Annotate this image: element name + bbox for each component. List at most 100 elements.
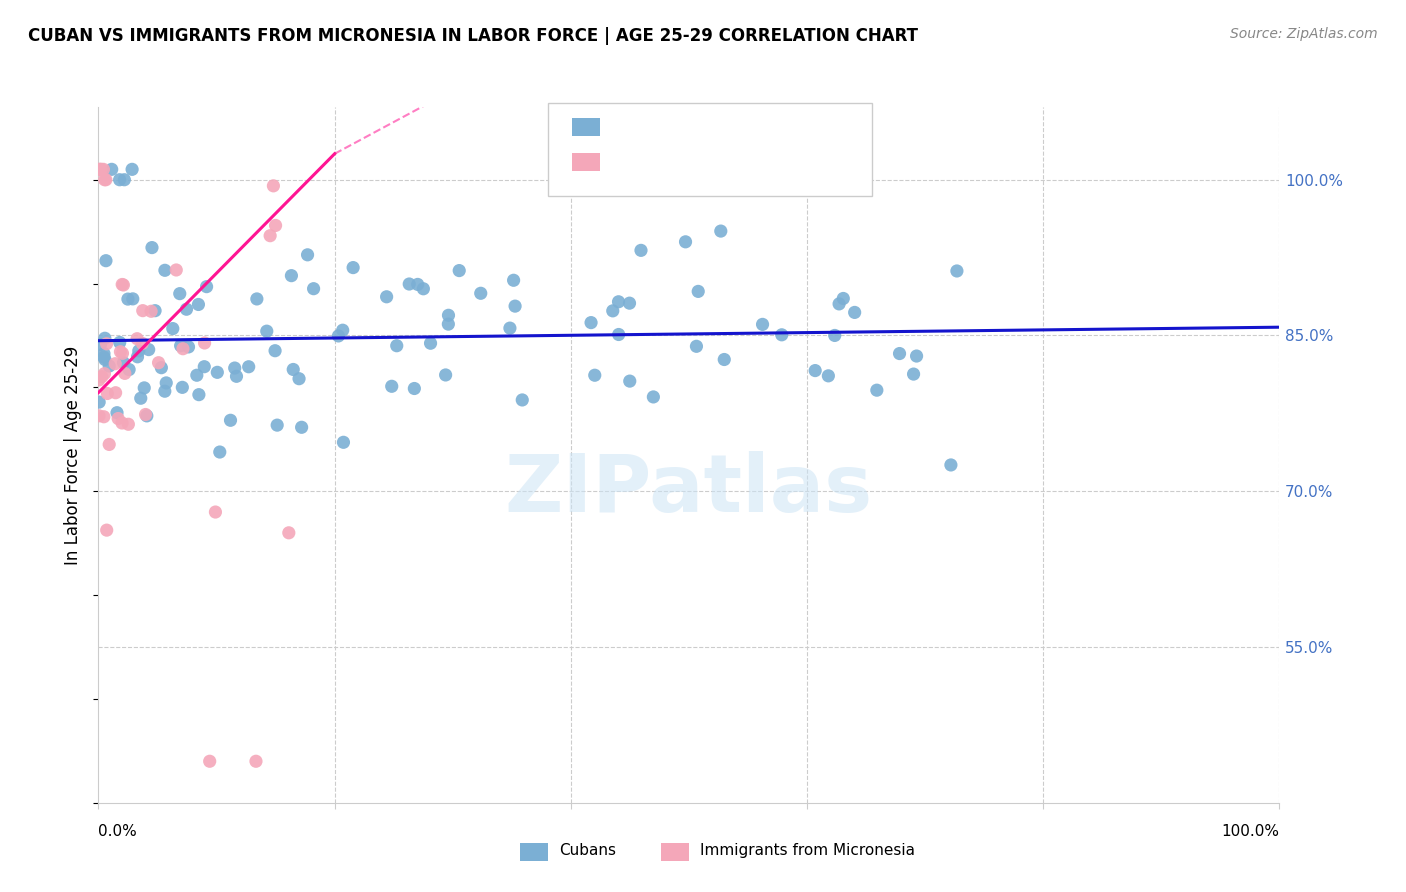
Point xyxy=(946,264,969,278)
Point xyxy=(207,365,229,379)
Point xyxy=(169,286,191,301)
Point xyxy=(381,379,404,393)
Point xyxy=(607,294,630,309)
Point xyxy=(141,241,163,255)
Point xyxy=(619,374,641,388)
Point xyxy=(111,277,134,292)
Point xyxy=(710,224,733,238)
Point xyxy=(127,332,149,346)
Text: Immigrants from Micronesia: Immigrants from Micronesia xyxy=(700,844,915,858)
Point xyxy=(419,336,441,351)
Point xyxy=(186,368,208,383)
Point xyxy=(110,344,132,359)
Point xyxy=(245,754,267,768)
Point xyxy=(112,277,135,292)
Point xyxy=(824,328,846,343)
Point xyxy=(187,387,209,401)
Point xyxy=(93,367,115,381)
Point xyxy=(939,458,962,472)
Point xyxy=(385,339,408,353)
Point xyxy=(153,384,176,399)
Point xyxy=(143,303,166,318)
Point xyxy=(104,385,127,400)
Point xyxy=(470,286,492,301)
Point xyxy=(375,290,398,304)
Point xyxy=(98,437,121,451)
Point xyxy=(832,292,855,306)
Text: 0.027: 0.027 xyxy=(654,117,702,135)
Point xyxy=(449,263,471,277)
Point xyxy=(398,277,420,291)
Point xyxy=(259,228,281,243)
Point xyxy=(208,445,231,459)
Text: R =: R = xyxy=(612,117,643,135)
Point xyxy=(108,335,131,350)
Point xyxy=(193,336,215,351)
Point xyxy=(332,435,354,450)
Point xyxy=(153,263,176,277)
Point xyxy=(93,162,115,177)
Point xyxy=(129,391,152,405)
Point xyxy=(804,363,827,377)
Text: CUBAN VS IMMIGRANTS FROM MICRONESIA IN LABOR FORCE | AGE 25-29 CORRELATION CHART: CUBAN VS IMMIGRANTS FROM MICRONESIA IN L… xyxy=(28,27,918,45)
Point xyxy=(118,362,141,376)
Point xyxy=(89,395,111,409)
Point xyxy=(256,324,278,338)
Point xyxy=(114,367,136,381)
Point xyxy=(169,339,191,353)
Point xyxy=(176,302,198,317)
Text: R =: R = xyxy=(612,153,643,170)
Point xyxy=(406,277,429,292)
Point xyxy=(328,329,350,343)
Point xyxy=(172,342,194,356)
Point xyxy=(165,263,187,277)
Point xyxy=(96,336,118,351)
Point xyxy=(246,292,269,306)
Text: 0.133: 0.133 xyxy=(654,153,702,170)
Point xyxy=(266,418,288,433)
Point xyxy=(262,178,284,193)
Text: 41: 41 xyxy=(735,153,756,170)
Point xyxy=(100,162,122,177)
Point xyxy=(94,172,117,186)
Point xyxy=(187,297,209,311)
Point xyxy=(121,292,143,306)
Point xyxy=(155,376,177,390)
Text: 100.0%: 100.0% xyxy=(1222,823,1279,838)
Y-axis label: In Labor Force | Age 25-29: In Labor Force | Age 25-29 xyxy=(65,345,83,565)
Point xyxy=(87,373,110,387)
Point xyxy=(219,413,242,427)
Point xyxy=(204,505,226,519)
Point xyxy=(89,162,111,177)
Point xyxy=(172,380,194,394)
Point xyxy=(111,416,134,430)
Point xyxy=(98,359,121,373)
Point xyxy=(117,292,139,306)
Point xyxy=(302,282,325,296)
Point xyxy=(121,162,143,177)
Point xyxy=(437,317,460,331)
Point xyxy=(87,409,110,423)
Point xyxy=(579,316,602,330)
Text: Source: ZipAtlas.com: Source: ZipAtlas.com xyxy=(1230,27,1378,41)
Text: 106: 106 xyxy=(756,117,787,135)
Point xyxy=(264,343,287,358)
Point xyxy=(583,368,606,383)
Point xyxy=(105,406,128,420)
Point xyxy=(96,523,118,537)
Point xyxy=(412,282,434,296)
Point xyxy=(602,303,624,318)
Point xyxy=(404,382,426,396)
Point xyxy=(675,235,697,249)
Point xyxy=(685,339,707,353)
Point xyxy=(770,327,793,342)
Point xyxy=(108,172,131,186)
Point xyxy=(751,318,773,332)
Point xyxy=(630,244,652,258)
Point xyxy=(96,386,118,401)
Point xyxy=(148,356,170,370)
Point xyxy=(499,321,522,335)
Point xyxy=(198,754,221,768)
Point xyxy=(128,343,150,358)
Point xyxy=(135,408,157,422)
